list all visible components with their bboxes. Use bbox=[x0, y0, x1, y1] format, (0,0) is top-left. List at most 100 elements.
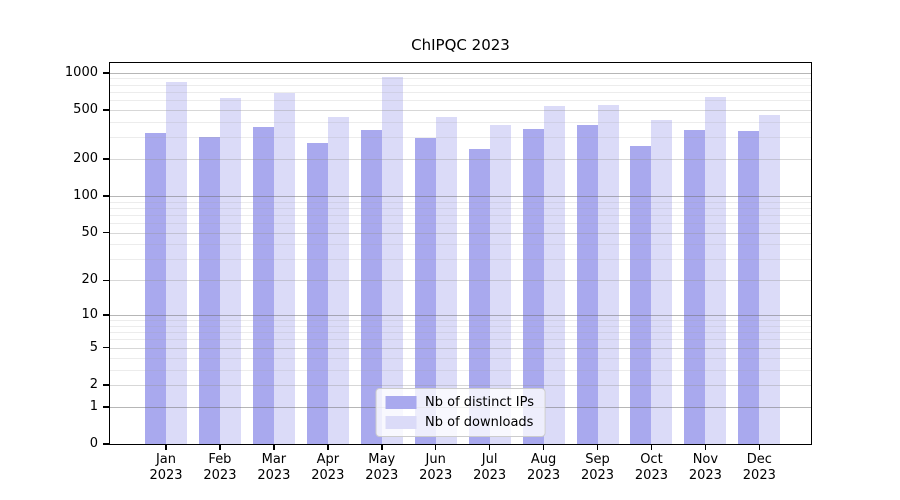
bar-downloads-jun bbox=[435, 116, 457, 444]
gridline-900 bbox=[110, 78, 811, 80]
x-tick-aug bbox=[542, 445, 545, 450]
bar-downloads-dec bbox=[759, 114, 781, 444]
y-tick-label-50: 50 bbox=[81, 224, 98, 240]
legend-item-downloads: Nb of downloads bbox=[385, 415, 534, 430]
x-tick-label-nov: Nov 2023 bbox=[675, 452, 735, 484]
bar-distinct-ips-jul bbox=[468, 148, 490, 444]
gridline-8 bbox=[110, 325, 811, 327]
y-tick-100 bbox=[103, 195, 109, 197]
x-tick-year-jan: 2023 bbox=[149, 468, 183, 483]
x-tick-sep bbox=[596, 445, 599, 450]
bar-downloads-aug bbox=[543, 106, 565, 444]
bar-distinct-ips-jan bbox=[145, 132, 166, 444]
y-tick-20 bbox=[103, 279, 109, 282]
gridline-60 bbox=[110, 223, 811, 225]
x-tick-year-apr: 2023 bbox=[311, 468, 345, 483]
grid-layer bbox=[110, 63, 811, 444]
x-tick-label-jan: Jan 2023 bbox=[136, 452, 196, 484]
bar-distinct-ips-may bbox=[360, 130, 382, 444]
x-tick-label-jun: Jun 2023 bbox=[406, 452, 466, 484]
gridline-6 bbox=[110, 339, 811, 341]
x-tick-year-nov: 2023 bbox=[688, 468, 722, 483]
y-tick-label-1: 1 bbox=[89, 398, 98, 414]
y-tick-label-5: 5 bbox=[89, 339, 98, 355]
bar-distinct-ips-dec bbox=[738, 130, 760, 444]
x-tick-may bbox=[381, 445, 383, 450]
bar-distinct-ips-aug bbox=[522, 129, 544, 444]
plot-area: Nb of distinct IPs Nb of downloads bbox=[110, 63, 811, 444]
gridline-50 bbox=[110, 232, 811, 234]
y-tick-2 bbox=[103, 384, 109, 386]
y-tick-label-100: 100 bbox=[73, 188, 98, 204]
chart-title: ChIPQC 2023 bbox=[411, 36, 510, 54]
bar-distinct-ips-sep bbox=[576, 125, 598, 444]
gridline-3 bbox=[110, 369, 811, 371]
x-tick-year-dec: 2023 bbox=[742, 468, 776, 483]
bar-distinct-ips-oct bbox=[630, 145, 652, 444]
x-tick-oct bbox=[650, 445, 653, 450]
x-tick-label-jul: Jul 2023 bbox=[460, 452, 520, 484]
legend: Nb of distinct IPs Nb of downloads bbox=[375, 388, 546, 437]
x-tick-year-jun: 2023 bbox=[419, 468, 453, 483]
x-tick-year-jul: 2023 bbox=[473, 468, 507, 483]
x-tick-jul bbox=[488, 445, 491, 450]
legend-swatch-distinct-ips bbox=[385, 396, 417, 409]
gridline-600 bbox=[110, 100, 811, 102]
legend-item-distinct-ips: Nb of distinct IPs bbox=[385, 395, 534, 410]
y-tick-label-2: 2 bbox=[89, 376, 98, 392]
bar-downloads-apr bbox=[327, 116, 349, 444]
y-tick-1 bbox=[103, 406, 109, 408]
gridline-70 bbox=[110, 214, 811, 216]
y-tick-10 bbox=[103, 314, 109, 316]
bar-downloads-mar bbox=[273, 92, 295, 444]
bar-downloads-feb bbox=[219, 97, 241, 444]
gridline-500 bbox=[110, 109, 811, 111]
bars-layer bbox=[110, 63, 811, 444]
x-tick-year-feb: 2023 bbox=[203, 468, 237, 483]
x-tick-year-oct: 2023 bbox=[634, 468, 668, 483]
gridline-80 bbox=[110, 207, 811, 209]
x-tick-year-aug: 2023 bbox=[527, 468, 561, 483]
gridline-1000 bbox=[110, 72, 811, 74]
gridline-300 bbox=[110, 137, 811, 139]
y-tick-label-0: 0 bbox=[89, 436, 98, 451]
x-tick-label-may: May 2023 bbox=[352, 452, 412, 484]
gridline-2 bbox=[110, 384, 811, 386]
x-tick-label-mar: Mar 2023 bbox=[244, 452, 304, 484]
gridline-700 bbox=[110, 91, 811, 93]
gridline-4 bbox=[110, 357, 811, 359]
y-tick-200 bbox=[103, 158, 109, 160]
y-tick-500 bbox=[103, 109, 109, 111]
x-tick-label-aug: Aug 2023 bbox=[514, 452, 574, 484]
y-tick-label-10: 10 bbox=[81, 307, 98, 323]
x-tick-label-dec: Dec 2023 bbox=[729, 452, 789, 484]
gridline-7 bbox=[110, 332, 811, 334]
x-tick-label-apr: Apr 2023 bbox=[298, 452, 358, 484]
y-tick-label-1000: 1000 bbox=[64, 64, 98, 80]
gridline-800 bbox=[110, 84, 811, 86]
y-tick-1000 bbox=[103, 72, 109, 74]
x-tick-year-may: 2023 bbox=[365, 468, 399, 483]
y-tick-0 bbox=[103, 443, 109, 445]
bar-downloads-jul bbox=[489, 125, 511, 444]
bar-downloads-may bbox=[381, 77, 403, 444]
legend-swatch-downloads bbox=[385, 416, 417, 429]
x-tick-feb bbox=[219, 445, 221, 450]
gridline-10 bbox=[110, 315, 811, 317]
bar-distinct-ips-mar bbox=[252, 126, 274, 444]
x-tick-dec bbox=[758, 445, 761, 450]
gridline-40 bbox=[110, 244, 811, 246]
x-tick-jan bbox=[165, 445, 167, 450]
gridline-5 bbox=[110, 347, 811, 349]
gridline-9 bbox=[110, 320, 811, 322]
y-tick-5 bbox=[103, 346, 109, 349]
bar-downloads-jan bbox=[166, 81, 187, 444]
bar-downloads-sep bbox=[597, 104, 619, 444]
x-tick-label-feb: Feb 2023 bbox=[190, 452, 250, 484]
bar-distinct-ips-nov bbox=[684, 129, 706, 444]
gridline-30 bbox=[110, 259, 811, 261]
bar-downloads-oct bbox=[651, 120, 673, 444]
x-tick-jun bbox=[434, 445, 437, 450]
x-tick-mar bbox=[273, 445, 275, 450]
